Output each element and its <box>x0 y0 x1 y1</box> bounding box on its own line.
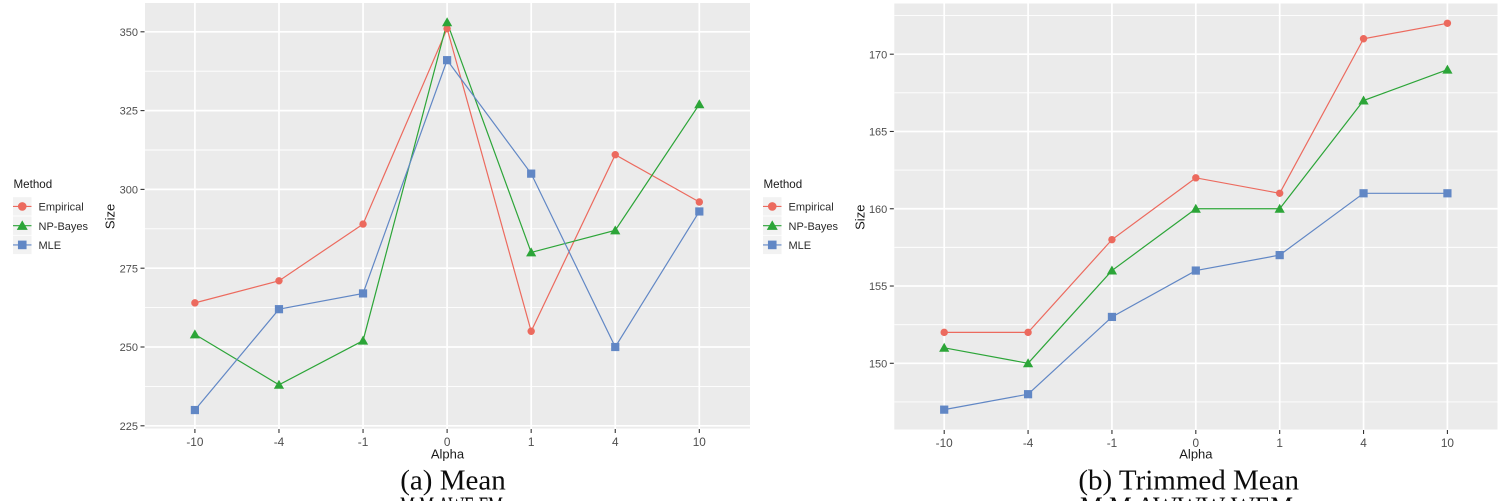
svg-text:Alpha: Alpha <box>1179 447 1213 462</box>
svg-text:Size: Size <box>853 205 868 230</box>
svg-text:NP-Bayes: NP-Bayes <box>39 221 89 233</box>
svg-text:155: 155 <box>869 281 887 293</box>
svg-text:325: 325 <box>120 106 138 118</box>
svg-text:-10: -10 <box>936 436 953 450</box>
svg-text:Method: Method <box>764 178 803 191</box>
svg-text:225: 225 <box>120 421 138 433</box>
svg-text:10: 10 <box>1441 436 1455 450</box>
svg-text:1: 1 <box>1276 436 1283 450</box>
svg-text:Method: Method <box>14 178 53 191</box>
svg-text:M M AWWW WEM: M M AWWW WEM <box>1080 491 1293 501</box>
svg-text:4: 4 <box>612 435 619 449</box>
svg-text:M M AWE FM: M M AWE FM <box>400 491 503 501</box>
svg-text:-10: -10 <box>186 435 203 449</box>
svg-text:(b) Trimmed Mean: (b) Trimmed Mean <box>1078 465 1299 497</box>
svg-text:300: 300 <box>120 185 138 197</box>
svg-text:4: 4 <box>1360 436 1367 450</box>
svg-text:165: 165 <box>869 127 887 139</box>
svg-text:Empirical: Empirical <box>789 202 834 214</box>
svg-text:-1: -1 <box>358 435 369 449</box>
svg-text:160: 160 <box>869 204 887 216</box>
svg-text:-1: -1 <box>1107 436 1118 450</box>
svg-text:1: 1 <box>528 435 535 449</box>
svg-text:250: 250 <box>120 342 138 354</box>
svg-text:-4: -4 <box>1023 436 1034 450</box>
svg-text:MLE: MLE <box>789 240 812 252</box>
svg-text:-4: -4 <box>274 435 285 449</box>
svg-text:Alpha: Alpha <box>431 447 465 462</box>
svg-text:(a) Mean: (a) Mean <box>400 465 506 497</box>
svg-text:150: 150 <box>869 358 887 370</box>
svg-text:0: 0 <box>444 435 451 449</box>
svg-text:350: 350 <box>120 27 138 39</box>
svg-text:Size: Size <box>103 204 118 229</box>
svg-text:170: 170 <box>869 49 887 61</box>
svg-text:0: 0 <box>1193 436 1200 450</box>
svg-text:NP-Bayes: NP-Bayes <box>789 221 839 233</box>
svg-text:Empirical: Empirical <box>39 202 84 214</box>
svg-text:275: 275 <box>120 263 138 275</box>
svg-text:10: 10 <box>693 435 707 449</box>
svg-text:MLE: MLE <box>39 240 62 252</box>
